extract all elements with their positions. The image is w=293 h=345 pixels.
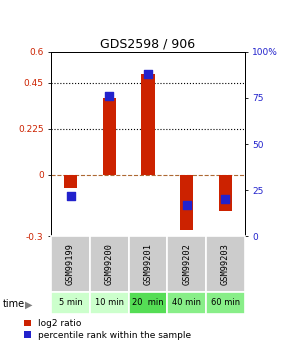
Text: 5 min: 5 min	[59, 298, 83, 307]
Point	[223, 197, 228, 202]
Bar	[206, 292, 245, 314]
Text: 10 min: 10 min	[95, 298, 124, 307]
Text: GSM99199: GSM99199	[66, 243, 75, 285]
Bar	[103, 98, 116, 175]
Bar	[219, 175, 232, 211]
Bar	[206, 236, 245, 292]
Text: time: time	[3, 299, 25, 309]
Text: 40 min: 40 min	[172, 298, 201, 307]
Text: GSM99203: GSM99203	[221, 243, 230, 285]
Point	[107, 93, 112, 99]
Bar	[51, 236, 90, 292]
Bar	[64, 175, 77, 188]
Text: GSM99200: GSM99200	[105, 243, 114, 285]
Title: GDS2598 / 906: GDS2598 / 906	[100, 38, 195, 51]
Bar	[180, 175, 193, 230]
Bar	[141, 74, 155, 175]
Text: GSM99201: GSM99201	[144, 243, 152, 285]
Point	[184, 202, 189, 208]
Text: ▶: ▶	[25, 299, 33, 309]
Bar	[167, 292, 206, 314]
Bar	[129, 292, 167, 314]
Point	[68, 193, 73, 198]
Bar	[90, 292, 129, 314]
Bar	[51, 292, 90, 314]
Legend: log2 ratio, percentile rank within the sample: log2 ratio, percentile rank within the s…	[24, 319, 191, 339]
Text: 20  min: 20 min	[132, 298, 164, 307]
Bar	[167, 236, 206, 292]
Point	[146, 71, 150, 77]
Bar	[90, 236, 129, 292]
Text: 60 min: 60 min	[211, 298, 240, 307]
Bar	[129, 236, 167, 292]
Text: GSM99202: GSM99202	[182, 243, 191, 285]
